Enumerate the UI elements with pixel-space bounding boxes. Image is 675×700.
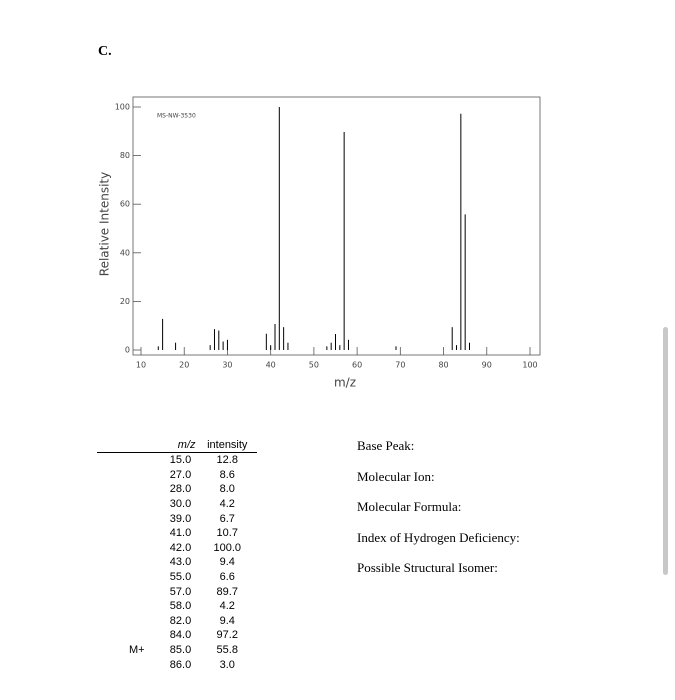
x-tick-label: 50 [309,361,319,370]
table-cell [97,526,163,541]
data-table: m/z intensity 15.0 12.8 27.0 8.6 28.0 8.0 30.0… [97,438,257,672]
table-row: M+ 85.0 55.8 [97,643,257,658]
plot-frame [132,96,541,356]
header-cell: intensity [197,438,257,453]
table-row: 15.0 12.8 [97,453,257,468]
table-row: 86.0 3.0 [97,657,257,672]
table-row: 58.0 4.2 [97,599,257,614]
table-cell: 8.6 [219,468,235,481]
table-cell: M+ [129,644,145,657]
table-cell: 82.0 [169,614,192,627]
x-tick-label: 30 [222,361,232,370]
table-cell: 85.0 [169,644,192,657]
table-row: 57.0 89.7 [97,584,257,599]
question: Molecular Formula: [357,499,462,514]
table-cell: 4.2 [219,600,235,613]
header-cell: m/z [163,438,198,453]
table-cell: 4.2 [219,498,235,511]
table-cell: 55.8 [216,644,238,657]
table-cell: 8.0 [219,483,235,496]
table-cell: 86.0 [169,658,192,671]
table-cell: 57.0 [169,585,192,598]
table-row: 43.0 9.4 [97,555,257,570]
chart-title: MS-NW-3530 [157,113,196,120]
y-tick-label: 20 [120,297,130,306]
table-row: 55.0 6.6 [97,570,257,585]
table-cell: 15.0 [169,454,192,467]
table-cell [97,614,163,629]
x-tick-label: 10 [136,361,146,370]
x-tick-label: 60 [352,361,362,370]
table-row: 27.0 8.6 [97,468,257,483]
table-cell: 89.7 [216,585,238,598]
heading: C. [98,44,112,59]
table-cell: 84.0 [169,629,192,642]
table-cell: 58.0 [169,600,192,613]
question: Possible Structural Isomer: [357,560,498,575]
question: Base Peak: [357,438,415,453]
table-cell [97,541,163,556]
table-row: 42.0 100.0 [97,541,257,556]
table-row: 41.0 10.7 [97,526,257,541]
question: Molecular Ion: [357,468,435,484]
table-cell: 55.0 [169,571,192,584]
table-cell: 42.0 [169,541,192,554]
table-cell: 97.2 [216,629,238,642]
table-cell [97,657,163,672]
table-cell: 6.6 [219,571,235,584]
chart: MS-NW-3530 m/z Relative Intensity 0 20 40 6… [98,96,541,390]
table-row: 39.0 6.7 [97,511,257,526]
table-header: m/z intensity [97,438,257,453]
table-cell: 100.0 [213,541,242,554]
table-cell: 10.7 [216,527,238,540]
y-tick-label: 100 [115,103,130,112]
x-axis-label: m/z [334,376,356,390]
table-cell: 27.0 [169,468,192,481]
y-tick-label: 40 [120,248,130,257]
x-tick-label: 40 [266,361,276,370]
table-cell: 28.0 [169,483,192,496]
table-cell: 9.4 [219,556,235,569]
table-row: 84.0 97.2 [97,628,257,643]
table-cell [97,555,163,570]
x-tick-label: 70 [395,361,405,370]
table-cell [97,584,163,599]
table-cell [97,511,163,526]
x-tick-label: 90 [482,361,492,370]
y-tick-label: 0 [125,346,130,355]
table-cell: 43.0 [169,556,192,569]
table-cell [97,628,163,643]
table-row: 28.0 8.0 [97,482,257,497]
table-cell [97,468,163,483]
x-tick-label: 20 [179,361,189,370]
table-cell: 6.7 [219,512,235,525]
table-row: 30.0 4.2 [97,497,257,512]
table-cell: 9.4 [219,614,235,627]
table-cell [97,570,163,585]
x-tick-label: 100 [522,361,537,370]
x-tick-label: 80 [438,361,448,370]
table-cell: 12.8 [216,454,238,467]
question: Index of Hydrogen Deficiency: [357,529,520,545]
table-cell: 3.0 [219,658,235,671]
table-cell: 30.0 [169,498,192,511]
table-cell [97,599,163,614]
table-cell [97,497,163,512]
scrollbar[interactable] [663,327,668,575]
y-tick-label: 60 [120,200,130,209]
table-cell: 39.0 [169,512,192,525]
table-cell: 41.0 [169,527,192,540]
table-cell [97,453,163,468]
table-row: 82.0 9.4 [97,614,257,629]
y-axis-label: Relative Intensity [98,172,112,276]
y-tick-label: 80 [120,151,130,160]
table-cell [97,482,163,497]
